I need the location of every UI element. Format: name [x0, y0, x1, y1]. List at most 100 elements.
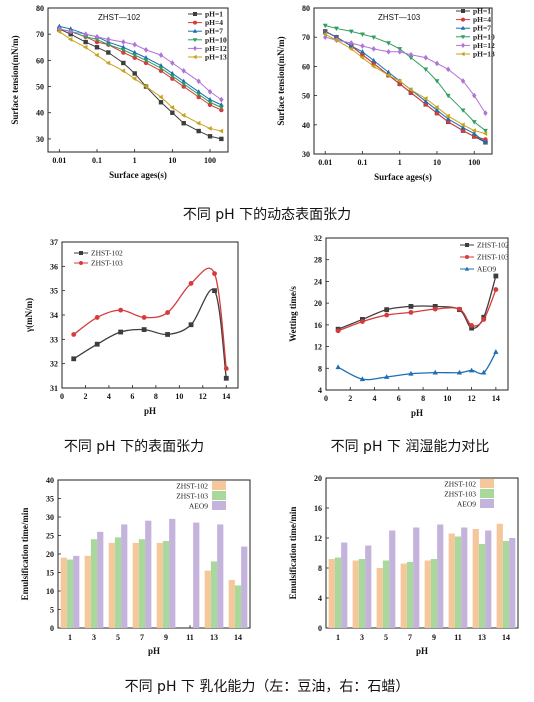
data-point — [397, 78, 402, 84]
data-point — [493, 273, 499, 279]
data-point — [334, 34, 339, 39]
bar-mark — [217, 524, 224, 628]
bar-mark — [376, 568, 383, 628]
legend-label: pH=1 — [205, 10, 223, 19]
x-tick-label: 2 — [83, 392, 87, 401]
data-point — [408, 304, 414, 309]
data-point — [481, 369, 487, 375]
data-point — [471, 130, 477, 136]
data-point — [71, 356, 77, 362]
x-tick-label: 7 — [408, 633, 412, 642]
x-tick-label: 14 — [492, 394, 500, 403]
data-point — [493, 287, 499, 292]
data-point — [188, 280, 194, 286]
x-tick-label: 1 — [398, 158, 402, 167]
x-tick-label: 100 — [204, 156, 216, 165]
data-point — [472, 134, 477, 139]
data-point — [169, 74, 175, 79]
data-point — [170, 60, 175, 66]
data-point — [143, 47, 149, 53]
bar-mark — [193, 522, 200, 628]
bar-mark — [334, 557, 342, 628]
data-point — [423, 102, 428, 107]
y-tick-label: 8 — [318, 364, 322, 373]
data-point — [371, 57, 377, 63]
y-tick-label: 35 — [50, 287, 58, 296]
x-tick-label: 2 — [348, 394, 352, 403]
data-point — [196, 128, 201, 134]
legend-label: pH=1 — [473, 7, 491, 16]
bar-mark — [502, 541, 510, 628]
y-axis-title: Emulsification time/min — [20, 508, 30, 601]
bar-mark — [84, 555, 91, 628]
legend-label: pH=10 — [473, 32, 495, 41]
series-line — [337, 351, 497, 381]
chart-dynamic-tension-102: 30 40 50 60 70 80 0.01 0.1 1 10 100 Surface ages(s)… — [10, 4, 229, 180]
series-line — [325, 25, 486, 132]
bar-mark — [365, 545, 372, 628]
x-tick-label: 1 — [133, 156, 137, 165]
bar-mark — [204, 570, 211, 628]
data-point — [483, 128, 488, 134]
legend-label: AEO9 — [189, 502, 208, 511]
legend-label: pH=4 — [205, 18, 223, 27]
data-point — [323, 34, 328, 41]
y-tick-label: 31 — [50, 384, 58, 393]
legend-marker — [461, 42, 465, 48]
bar-mark — [234, 585, 242, 628]
data-point — [143, 55, 149, 60]
x-tick-label: 0.01 — [318, 158, 332, 167]
y-axis-title: γ(mN/m) — [24, 298, 34, 333]
data-point — [359, 55, 365, 61]
legend-marker — [461, 17, 465, 22]
bar-mark — [389, 530, 396, 628]
data-point — [322, 23, 328, 29]
x-tick-label: 0.1 — [92, 156, 102, 165]
caption-dynamic-tension: 不同 pH 下的动态表面张力 — [182, 207, 352, 223]
data-point — [218, 105, 224, 111]
bar-mark — [162, 541, 170, 628]
data-point — [460, 125, 466, 130]
y-tick-label: 20 — [46, 550, 54, 559]
legend-swatch — [212, 491, 226, 500]
x-tick-label: 10 — [168, 156, 176, 165]
plot-frame — [325, 237, 509, 391]
data-point — [348, 29, 354, 34]
chart-title: ZHST—102 — [98, 13, 141, 22]
x-tick-label: 5 — [116, 633, 120, 642]
y-tick-label: 70 — [36, 30, 44, 39]
x-tick-label: 11 — [454, 633, 462, 642]
legend-swatch — [480, 479, 494, 488]
data-point — [121, 39, 126, 45]
x-tick-label: 13 — [210, 633, 218, 642]
data-point — [423, 67, 429, 72]
legend-marker — [460, 51, 465, 57]
y-axis-title: Emulsification time/min — [288, 507, 298, 600]
legend-label: pH=7 — [473, 24, 491, 33]
data-point — [169, 70, 175, 76]
legend-marker — [465, 255, 469, 259]
y-tick-label: 35 — [46, 495, 54, 504]
data-point — [219, 96, 224, 103]
data-point — [132, 53, 138, 58]
data-point — [181, 78, 187, 84]
x-tick-label: 8 — [421, 394, 425, 403]
x-tick-label: 14 — [222, 392, 230, 401]
y-tick-label: 40 — [302, 121, 310, 130]
x-tick-label: 11 — [186, 633, 194, 642]
chart-panel-dynamic-102: 30 40 50 60 70 80 0.01 0.1 1 10 100 Surface ages(s)… — [0, 0, 262, 196]
y-tick-label: 30 — [36, 135, 44, 144]
y-tick-label: 70 — [302, 33, 310, 42]
data-point — [335, 364, 341, 370]
data-point — [434, 110, 440, 116]
data-point — [120, 68, 126, 74]
legend-swatch — [212, 481, 226, 490]
legend-label: pH=10 — [205, 35, 227, 44]
bar-mark — [358, 559, 366, 628]
bar-mark — [132, 542, 139, 628]
x-axis-title: pH — [411, 408, 423, 418]
bar-mark — [156, 542, 163, 628]
y-tick-label: 32 — [50, 360, 58, 369]
data-point — [483, 139, 488, 145]
